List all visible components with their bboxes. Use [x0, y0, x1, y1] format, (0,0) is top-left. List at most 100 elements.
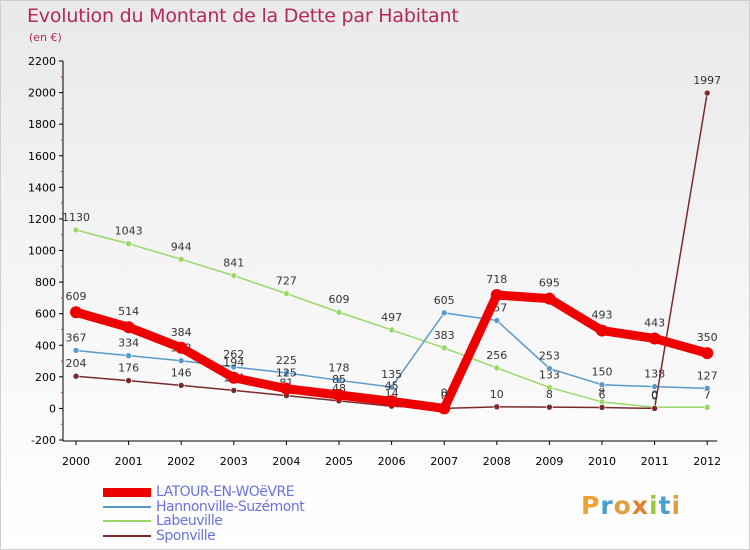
legend-item: Labeuville [103, 513, 304, 530]
y-tick-label: 1400 [28, 181, 56, 194]
legend-label: Labeuville [156, 513, 223, 530]
data-label: 138 [644, 368, 665, 381]
data-label: 6 [599, 388, 606, 401]
data-label: 262 [223, 348, 244, 361]
legend-item: Hannonville-Suzémont [103, 498, 305, 515]
y-tick-label: 0 [49, 402, 56, 415]
data-point [546, 403, 553, 411]
data-label: 1130 [62, 211, 90, 224]
logo-letter: i [649, 491, 659, 520]
data-label: 383 [434, 329, 455, 342]
x-tick-label: 2009 [535, 455, 563, 468]
data-point [177, 256, 185, 263]
legend-swatch [103, 534, 151, 537]
data-point [227, 371, 240, 384]
data-point [72, 226, 80, 234]
data-label: 609 [329, 293, 350, 306]
data-label: 1043 [115, 225, 143, 238]
x-tick-label: 2004 [272, 455, 300, 468]
data-label: 609 [66, 290, 87, 303]
data-label: 0 [651, 389, 658, 402]
legend-item: Sponville [103, 528, 304, 544]
data-point [651, 405, 658, 412]
data-point [493, 403, 501, 411]
y-tick-label: -200 [31, 434, 56, 447]
data-point [283, 369, 290, 377]
data-point [283, 290, 290, 297]
data-label: 150 [592, 366, 613, 379]
data-point [703, 385, 711, 392]
proxiti-logo: Proxiti [581, 491, 681, 520]
data-point [70, 306, 82, 319]
logo-letter: i [671, 491, 682, 520]
x-tick-label: 2000 [62, 455, 90, 468]
data-point [230, 272, 238, 279]
data-label: 204 [66, 357, 87, 370]
y-tick-label: 1600 [28, 150, 56, 163]
data-label: 194 [223, 356, 244, 369]
data-point [125, 352, 132, 359]
data-label: 443 [644, 316, 665, 329]
x-tick-label: 2011 [641, 455, 669, 468]
data-label: 176 [118, 362, 139, 375]
data-point [388, 326, 395, 334]
data-label: 350 [697, 331, 718, 344]
data-label: 0 [651, 388, 658, 401]
legend-swatch [103, 520, 151, 523]
data-point [648, 332, 661, 345]
data-label: 727 [276, 275, 297, 288]
data-point [280, 382, 293, 395]
legend-item: LATOUR-EN-WOëVRE [103, 484, 304, 501]
data-point [493, 364, 501, 372]
y-tick-label: 1200 [28, 213, 56, 226]
data-label: 178 [329, 361, 350, 374]
data-point [122, 321, 135, 334]
legend-swatch [103, 487, 151, 497]
data-label: 1997 [693, 74, 721, 87]
y-tick-label: 1000 [28, 245, 56, 258]
data-point [230, 387, 238, 394]
line-chart: -200020040060080010001200140016001800200… [28, 55, 721, 468]
data-label: 0 [441, 389, 448, 402]
data-point [703, 404, 711, 411]
chart-unit: (en €) [29, 31, 62, 44]
x-tick-label: 2001 [115, 455, 143, 468]
data-point [230, 363, 238, 371]
x-tick-label: 2008 [483, 455, 511, 468]
data-label: 133 [539, 368, 560, 381]
data-label: 497 [381, 311, 402, 324]
data-label: 125 [276, 367, 297, 380]
data-label: 493 [592, 309, 613, 322]
data-point [598, 381, 606, 389]
data-label: 10 [490, 388, 504, 401]
data-label: 384 [171, 326, 192, 339]
data-label: 718 [486, 273, 507, 286]
data-label: 256 [486, 349, 507, 362]
y-tick-label: 400 [35, 339, 56, 352]
logo-letter: o [613, 491, 632, 520]
logo-letter: r [600, 491, 614, 520]
data-point [703, 89, 711, 97]
data-point [543, 292, 556, 305]
data-point [440, 344, 448, 352]
data-label: 334 [118, 337, 139, 350]
logo-letter: x [631, 491, 649, 520]
logo-letter: t [658, 491, 672, 520]
data-point [596, 324, 608, 337]
y-tick-label: 200 [35, 371, 56, 384]
legend-label: LATOUR-EN-WOëVRE [156, 484, 295, 501]
data-point [72, 372, 80, 380]
data-label: 605 [434, 294, 455, 307]
data-label: 514 [118, 305, 139, 318]
x-tick-label: 2002 [167, 455, 195, 468]
legend: LATOUR-EN-WOëVRE Hannonville-Suzémont Labe… [103, 484, 305, 544]
y-tick-label: 800 [35, 276, 56, 289]
x-tick-label: 2007 [430, 455, 458, 468]
chart-title: Evolution du Montant de la Dette par Hab… [27, 5, 459, 27]
data-point [546, 384, 553, 391]
data-label: 841 [223, 257, 244, 270]
data-label: 135 [381, 368, 402, 381]
legend-label: Hannonville-Suzémont [156, 498, 305, 515]
data-point [335, 377, 343, 384]
data-label: 367 [66, 331, 87, 344]
